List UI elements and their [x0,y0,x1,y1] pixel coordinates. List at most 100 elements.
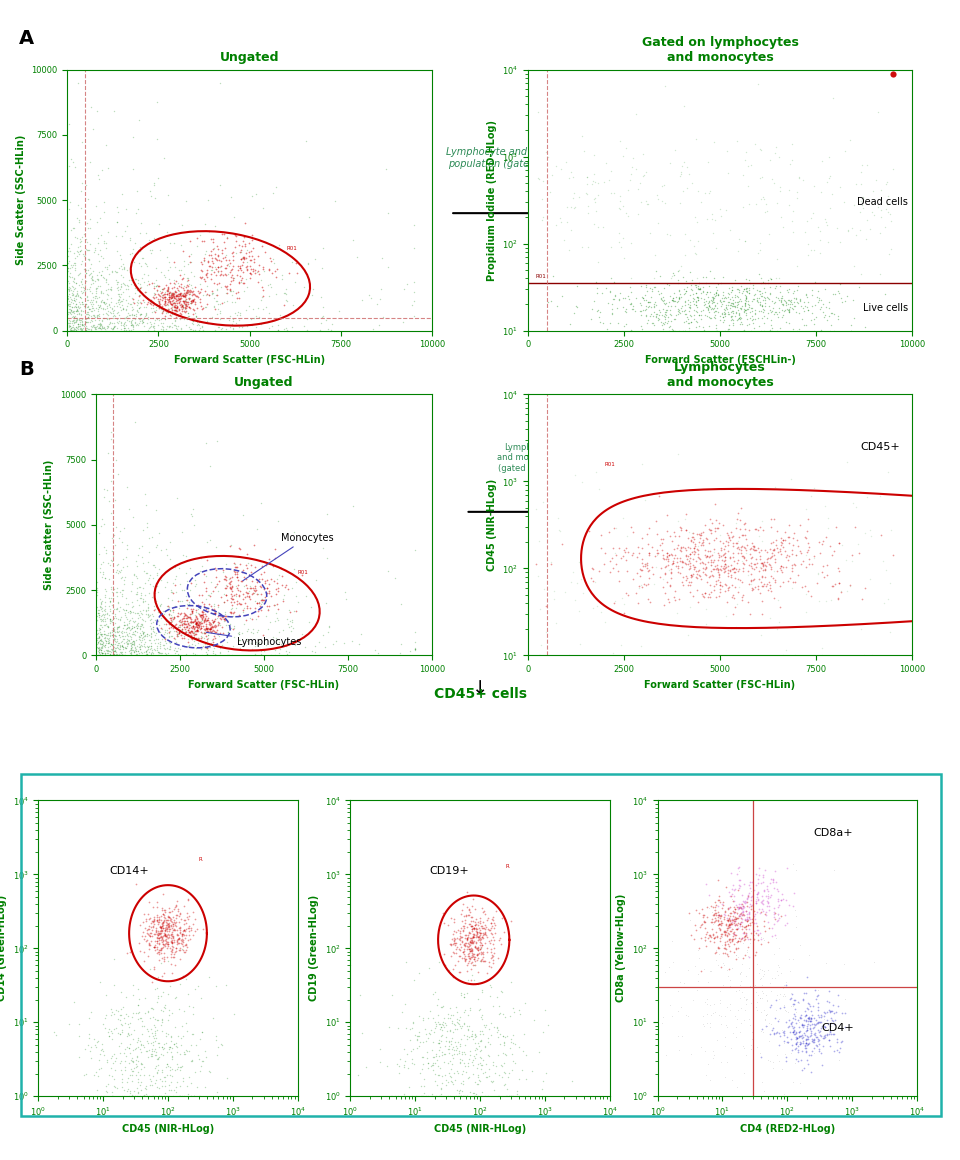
Point [138,298,154,317]
Point [735,561,751,580]
Point [620,288,636,306]
Point [230,283,246,302]
Point [147,639,162,658]
Point [166,274,181,292]
Point [637,291,653,310]
Point [783,1044,799,1063]
Point [820,519,835,537]
Point [688,900,704,919]
Point [160,281,176,299]
Point [487,1064,502,1082]
Point [230,274,246,292]
Point [683,296,698,314]
Point [736,549,752,567]
Point [706,913,721,931]
Point [721,278,736,297]
Point [435,1043,450,1061]
Point [742,604,757,623]
Point [737,894,753,913]
Point [108,306,123,325]
Point [220,229,235,247]
Point [687,275,703,293]
Point [104,1002,119,1021]
Point [672,564,687,582]
Point [652,284,667,303]
Point [119,610,134,629]
Point [67,321,83,340]
Point [662,153,678,172]
Point [68,302,84,320]
Point [275,266,290,284]
Y-axis label: CD19 (Green-HLog): CD19 (Green-HLog) [309,896,319,1001]
Point [94,639,109,658]
Point [173,639,188,658]
Point [98,640,113,659]
Point [148,259,163,277]
Point [218,604,233,623]
Point [777,1034,792,1052]
Point [799,211,814,230]
Point [822,307,837,326]
Point [249,632,264,651]
Point [730,908,745,927]
Point [845,552,860,571]
Point [107,622,122,640]
Point [94,610,109,629]
Point [176,930,191,949]
Point [205,644,221,662]
Point [506,1002,521,1021]
Point [237,227,252,246]
Point [94,290,109,309]
Point [130,1063,145,1081]
Point [75,278,90,297]
Point [738,916,754,935]
Point [252,590,268,609]
Point [61,311,77,329]
Point [73,1087,88,1105]
Point [452,1081,468,1100]
Point [90,604,106,623]
Point [394,635,409,653]
Point [741,948,756,966]
Point [650,282,665,300]
Point [181,623,197,641]
Point [176,933,191,951]
Point [90,629,106,647]
Point [598,154,613,173]
Point [479,964,494,983]
Point [677,96,692,115]
Point [171,612,186,631]
Point [91,524,107,543]
Point [176,609,191,628]
Point [755,531,770,550]
Point [708,900,723,919]
Point [164,288,180,306]
Point [110,293,126,312]
Point [271,316,286,334]
Point [737,290,753,309]
Point [70,317,85,335]
Point [129,615,144,633]
Point [94,610,109,629]
Point [162,940,178,958]
Point [168,570,183,588]
Point [671,527,686,545]
Point [180,615,196,633]
Point [84,269,99,288]
Point [586,215,601,233]
Point [154,921,169,940]
Point [866,205,881,224]
Point [60,295,76,313]
Point [579,183,594,202]
Point [693,962,708,980]
Point [814,298,829,317]
Point [165,940,180,958]
Point [536,1072,551,1090]
Point [180,612,195,631]
Point [762,1025,778,1044]
Point [95,268,110,287]
Point [710,551,726,570]
Point [663,297,679,316]
Point [609,519,624,537]
Point [801,246,816,264]
